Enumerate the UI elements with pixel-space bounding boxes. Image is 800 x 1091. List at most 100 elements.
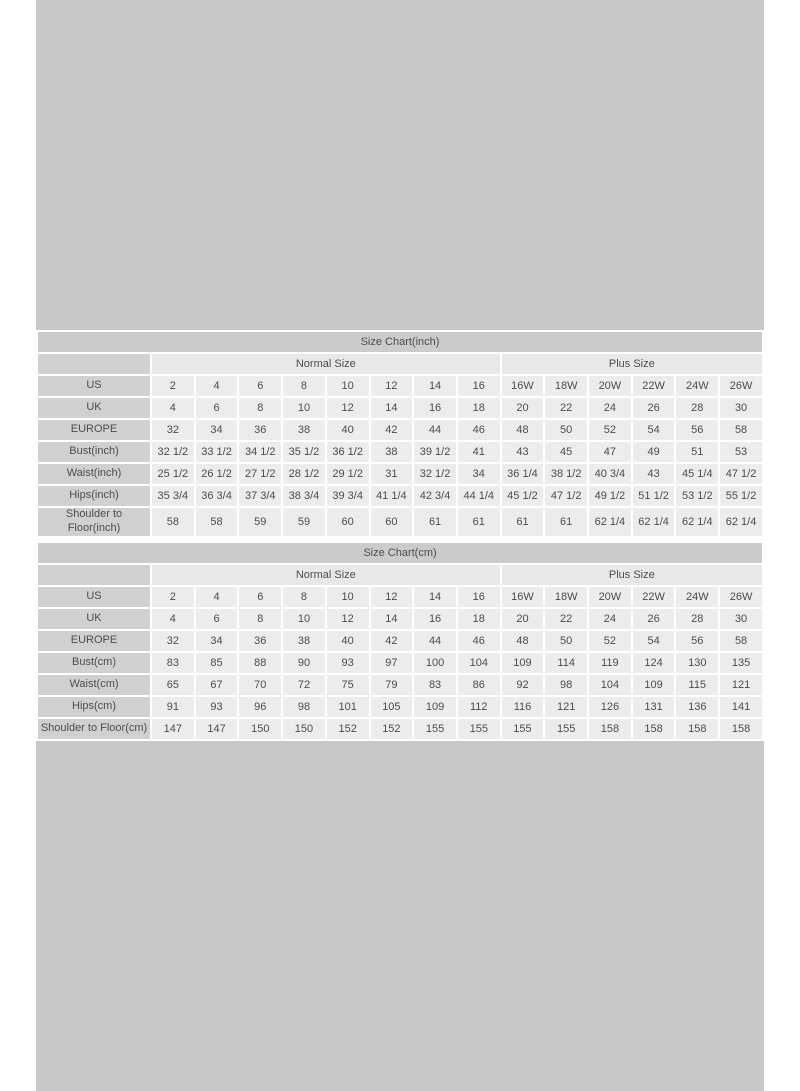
size-value-cell: 38 1/2: [545, 464, 588, 484]
size-value-cell: 61: [414, 508, 456, 536]
size-value-cell: 36 1/2: [326, 442, 369, 462]
group-header-row: Normal Size Plus Size: [38, 354, 762, 374]
size-value-cell: 52: [589, 630, 631, 651]
size-value-cell: 18: [457, 608, 500, 629]
size-value-cell: 53 1/2: [676, 486, 719, 506]
size-value-cell: 58: [720, 420, 762, 440]
size-value-cell: 105: [370, 696, 413, 717]
row-label: Bust(cm): [38, 652, 150, 673]
size-value-cell: 90: [283, 652, 325, 673]
size-value-cell: 16: [457, 586, 500, 607]
size-value-cell: 112: [457, 696, 500, 717]
size-value-cell: 109: [414, 696, 456, 717]
row-label: US: [38, 376, 150, 396]
size-value-cell: 18W: [545, 376, 588, 396]
size-value-cell: 61: [457, 508, 500, 536]
size-value-cell: 116: [501, 696, 544, 717]
size-value-cell: 16: [414, 608, 456, 629]
size-value-cell: 4: [152, 608, 194, 629]
size-value-cell: 40 3/4: [589, 464, 631, 484]
size-value-cell: 2: [152, 586, 194, 607]
size-value-cell: 61: [545, 508, 588, 536]
size-value-cell: 26: [632, 608, 675, 629]
size-value-cell: 155: [545, 718, 588, 739]
size-value-cell: 33 1/2: [195, 442, 238, 462]
size-value-cell: 155: [457, 718, 500, 739]
size-value-cell: 18: [457, 398, 500, 418]
size-value-cell: 2: [152, 376, 194, 396]
size-value-cell: 29 1/2: [326, 464, 369, 484]
table-row: Bust(cm) 83 85 88 90 93 97 100 104 109 114 119 124 13…: [38, 652, 762, 673]
size-value-cell: 35 3/4: [152, 486, 194, 506]
size-value-cell: 36 3/4: [195, 486, 238, 506]
size-value-cell: 59: [239, 508, 282, 536]
group-header-plus-size: Plus Size: [501, 564, 762, 585]
size-value-cell: 54: [632, 420, 675, 440]
size-value-cell: 56: [676, 420, 719, 440]
size-value-cell: 28 1/2: [283, 464, 325, 484]
size-value-cell: 85: [195, 652, 238, 673]
size-value-cell: 55 1/2: [720, 486, 762, 506]
row-label: Hips(inch): [38, 486, 150, 506]
size-value-cell: 32 1/2: [152, 442, 194, 462]
size-value-cell: 8: [283, 586, 325, 607]
size-value-cell: 38 3/4: [283, 486, 325, 506]
size-value-cell: 88: [239, 652, 282, 673]
size-value-cell: 34 1/2: [239, 442, 282, 462]
row-label: Shoulder to Floor(cm): [38, 718, 150, 739]
size-value-cell: 126: [589, 696, 631, 717]
size-value-cell: 56: [676, 630, 719, 651]
size-value-cell: 38: [283, 630, 325, 651]
table-row: EUROPE 32 34 36 38 40 42 44 46 48 50 52 54 56 58: [38, 420, 762, 440]
size-value-cell: 32: [152, 420, 194, 440]
size-value-cell: 47 1/2: [720, 464, 762, 484]
row-label: EUROPE: [38, 420, 150, 440]
chart-title-row: Size Chart(inch): [38, 332, 762, 352]
size-value-cell: 6: [195, 398, 238, 418]
size-value-cell: 32: [152, 630, 194, 651]
size-value-cell: 119: [589, 652, 631, 673]
corner-cell: [38, 354, 150, 374]
size-value-cell: 93: [195, 696, 238, 717]
size-value-cell: 59: [283, 508, 325, 536]
size-value-cell: 155: [414, 718, 456, 739]
size-chart-inch-table: Size Chart(inch) Normal Size Plus Size US 2 4…: [36, 330, 764, 538]
size-value-cell: 14: [414, 586, 456, 607]
size-value-cell: 38: [370, 442, 413, 462]
size-value-cell: 12: [370, 376, 413, 396]
row-label: UK: [38, 608, 150, 629]
size-value-cell: 62 1/4: [589, 508, 631, 536]
size-value-cell: 152: [326, 718, 369, 739]
size-value-cell: 124: [632, 652, 675, 673]
size-value-cell: 45 1/2: [501, 486, 544, 506]
row-label: US: [38, 586, 150, 607]
size-value-cell: 20W: [589, 376, 631, 396]
size-value-cell: 135: [720, 652, 762, 673]
size-value-cell: 30: [720, 608, 762, 629]
size-value-cell: 141: [720, 696, 762, 717]
size-value-cell: 43: [501, 442, 544, 462]
size-value-cell: 38: [283, 420, 325, 440]
size-value-cell: 79: [370, 674, 413, 695]
size-value-cell: 20: [501, 398, 544, 418]
size-value-cell: 42 3/4: [414, 486, 456, 506]
size-value-cell: 83: [414, 674, 456, 695]
size-value-cell: 158: [676, 718, 719, 739]
size-value-cell: 6: [239, 586, 282, 607]
size-value-cell: 48: [501, 630, 544, 651]
size-value-cell: 27 1/2: [239, 464, 282, 484]
size-value-cell: 14: [370, 608, 413, 629]
size-value-cell: 34: [457, 464, 500, 484]
size-value-cell: 39 1/2: [414, 442, 456, 462]
size-chart-cm-table: Size Chart(cm) Normal Size Plus Size US 2 4 6 8…: [36, 540, 764, 741]
size-value-cell: 45 1/4: [676, 464, 719, 484]
size-value-cell: 26 1/2: [195, 464, 238, 484]
size-value-cell: 96: [239, 696, 282, 717]
size-value-cell: 32 1/2: [414, 464, 456, 484]
size-value-cell: 10: [283, 398, 325, 418]
size-value-cell: 8: [239, 608, 282, 629]
size-value-cell: 46: [457, 630, 500, 651]
size-value-cell: 109: [632, 674, 675, 695]
size-value-cell: 44 1/4: [457, 486, 500, 506]
size-value-cell: 155: [501, 718, 544, 739]
